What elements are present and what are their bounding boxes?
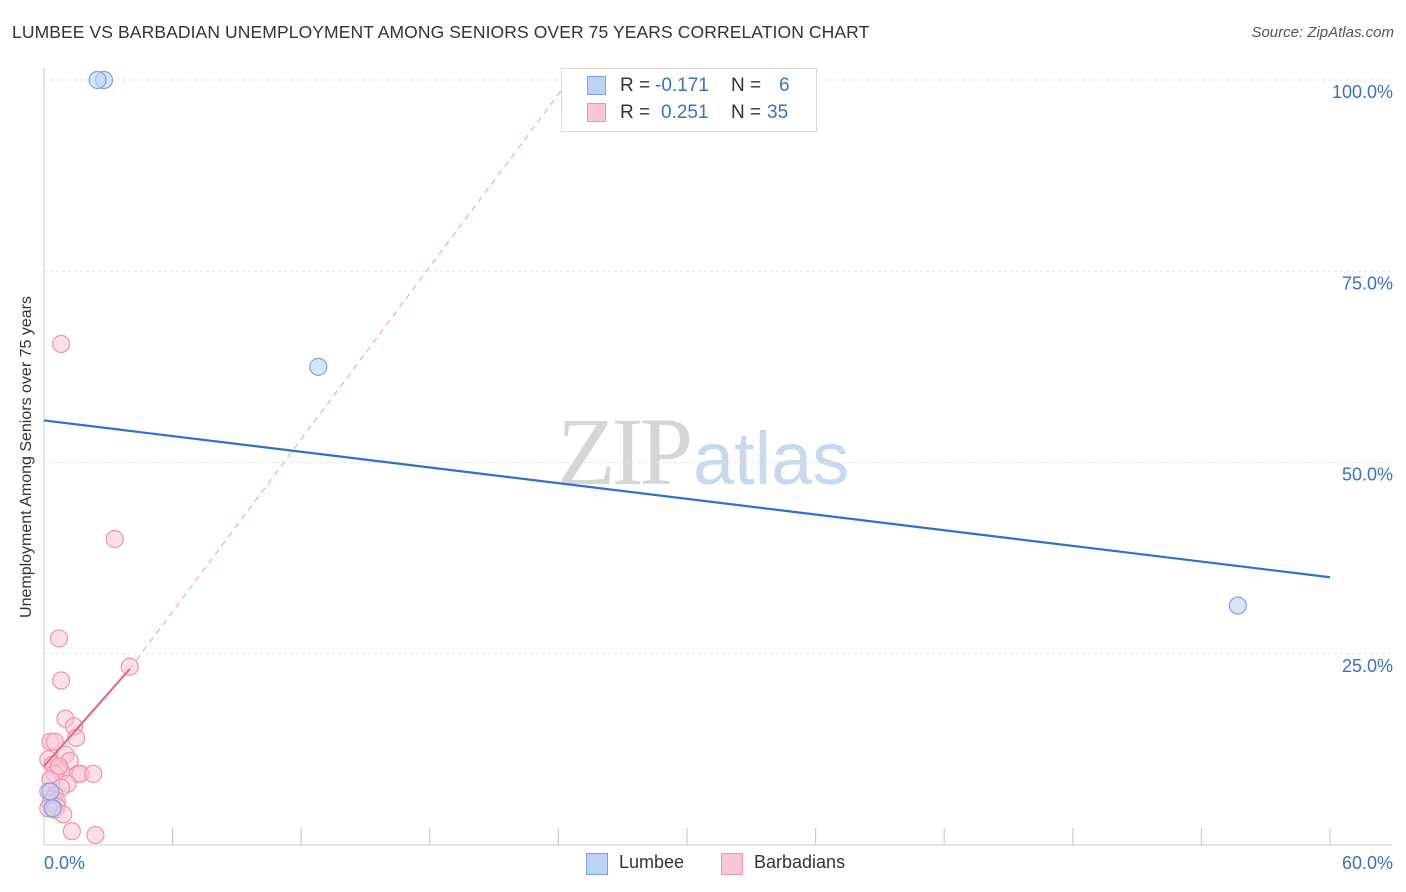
lumbee-point [309,357,328,376]
legend-row-barbadians: R = 0.251 N = 35 [562,100,816,126]
barbadians-point [84,764,103,783]
barbadians-legend-label: Barbadians [754,852,846,872]
barbadians-point [49,629,69,648]
legend-r-value: 0.251 [661,102,709,123]
barbadians-point [49,757,69,776]
legend-r-label: R = [620,75,651,96]
lumbee-trend-line [43,419,1331,579]
barbadians-trend-line [43,668,131,767]
legend-n-value: 6 [779,75,790,96]
lumbee-point [41,782,60,801]
lumbee-swatch [587,76,606,95]
watermark: ZIPatlas [557,404,849,500]
barbadians-point [62,822,81,841]
legend-n-value: 35 [767,102,789,123]
y-tick-label: 100.0% [1332,82,1393,102]
barbadians-point [52,334,71,354]
barbadians-swatch [587,103,606,122]
y-tick-label: 50.0% [1342,465,1393,485]
bottom-legend-barbadians: Barbadians [721,851,861,877]
watermark-atlas: atlas [693,417,850,500]
watermark-zip: ZIP [557,398,693,505]
lumbee-point [1228,596,1247,615]
y-tick-label: 25.0% [1342,656,1393,676]
x-tick-label: 0.0% [44,853,85,873]
lumbee-point [43,799,62,818]
barbadians-point [52,671,71,690]
correlation-legend: R = -0.171 N = 6 R = 0.251 N = 35 [561,68,817,132]
x-tick-label: 60.0% [1342,853,1393,873]
chart-title: LUMBEE VS BARBADIAN UNEMPLOYMENT AMONG S… [12,22,870,42]
barbadians-point [45,732,64,751]
barbadians-legend-swatch [721,853,743,875]
lumbee-point [88,70,107,90]
barbadians-point [120,657,139,676]
barbadians-trend-extension [129,79,570,670]
legend-r-label: R = [620,102,651,123]
barbadians-point [86,825,105,845]
legend-r-value: -0.171 [655,75,709,96]
y-axis-label: Unemployment Among Seniors over 75 years [18,296,35,618]
bottom-legend-lumbee: Lumbee [586,851,696,877]
source-attribution: Source: ZipAtlas.com [1251,24,1394,41]
legend-n-label: N = [731,102,762,123]
lumbee-legend-label: Lumbee [619,852,685,872]
legend-row-lumbee: R = -0.171 N = 6 [562,73,816,99]
lumbee-legend-swatch [586,853,608,875]
legend-n-label: N = [731,75,762,96]
y-tick-label: 75.0% [1342,273,1393,293]
barbadians-point [105,529,124,549]
